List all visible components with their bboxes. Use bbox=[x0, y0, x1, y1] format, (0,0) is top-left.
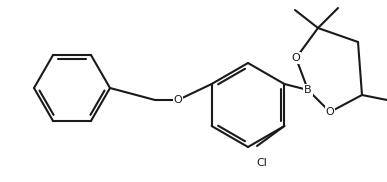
Text: O: O bbox=[292, 53, 300, 63]
Text: O: O bbox=[325, 107, 334, 117]
Text: O: O bbox=[174, 95, 182, 105]
Text: B: B bbox=[304, 85, 312, 95]
Text: Cl: Cl bbox=[257, 158, 267, 168]
